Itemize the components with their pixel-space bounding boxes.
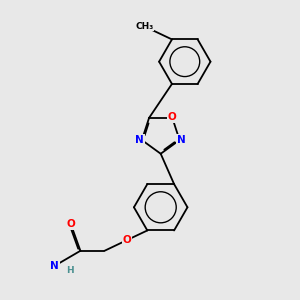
Text: N: N (50, 261, 59, 271)
Text: O: O (123, 235, 131, 245)
Text: N: N (135, 135, 144, 145)
Text: O: O (66, 219, 75, 229)
Text: CH₃: CH₃ (136, 22, 154, 31)
Text: O: O (168, 112, 177, 122)
Text: N: N (177, 135, 186, 145)
Text: H: H (66, 266, 74, 274)
